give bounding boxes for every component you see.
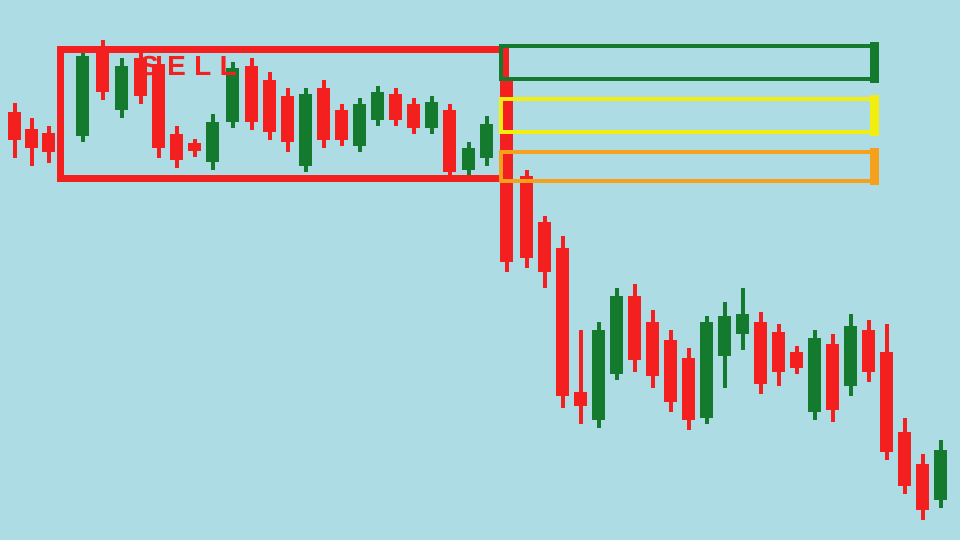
candle-body (574, 392, 587, 406)
candle-body (299, 94, 312, 166)
candle-body (610, 296, 623, 374)
candle-body (115, 66, 128, 110)
candle-body (425, 102, 438, 128)
candle-body (152, 64, 165, 148)
candle-body (226, 68, 239, 122)
candle-body (772, 332, 785, 372)
candle-body (462, 148, 475, 170)
candle-body (538, 222, 551, 272)
candle-body (407, 104, 420, 128)
candle-body (898, 432, 911, 486)
candle-body (646, 322, 659, 376)
candle-body (263, 80, 276, 132)
candle-body (880, 352, 893, 452)
candle-body (664, 340, 677, 402)
candle-body (628, 296, 641, 360)
candle-body (718, 316, 731, 356)
stop-loss-zone-cap (870, 148, 879, 185)
candle-body (371, 92, 384, 120)
candle-body (682, 358, 695, 420)
candle-body (317, 88, 330, 140)
candle-body (245, 66, 258, 122)
candle-body (934, 450, 947, 500)
candle-body (443, 110, 456, 172)
candle-body (188, 143, 201, 151)
entry-zone[interactable] (499, 97, 879, 134)
candle-body (916, 464, 929, 510)
candle-body (862, 330, 875, 372)
candle-body (808, 338, 821, 412)
candle-body (754, 322, 767, 384)
candle-body (520, 176, 533, 258)
candle-body (96, 48, 109, 92)
candle-body (76, 56, 89, 136)
candle-body (736, 314, 749, 334)
take-profit-zone[interactable] (499, 44, 879, 81)
candle-body (844, 326, 857, 386)
candle-body (700, 322, 713, 418)
candle-body (335, 110, 348, 140)
candle-body (25, 129, 38, 148)
stop-loss-zone[interactable] (499, 150, 879, 183)
candle-body (389, 94, 402, 120)
entry-zone-cap (870, 95, 879, 136)
candle-body (480, 124, 493, 158)
candle-body (42, 133, 55, 152)
candle-wick (578, 330, 583, 424)
candle-body (206, 122, 219, 162)
candle-body (134, 58, 147, 96)
candle-body (8, 112, 21, 140)
candle-body (353, 104, 366, 146)
candle-body (592, 330, 605, 420)
sell-signal-box[interactable] (57, 46, 507, 182)
candle-body (281, 96, 294, 142)
candle-body (790, 352, 803, 368)
sell-signal-label: SELL (140, 50, 246, 81)
candle-body (556, 248, 569, 396)
candle-body (170, 134, 183, 160)
take-profit-zone-cap (870, 42, 879, 83)
candle-body (826, 344, 839, 410)
